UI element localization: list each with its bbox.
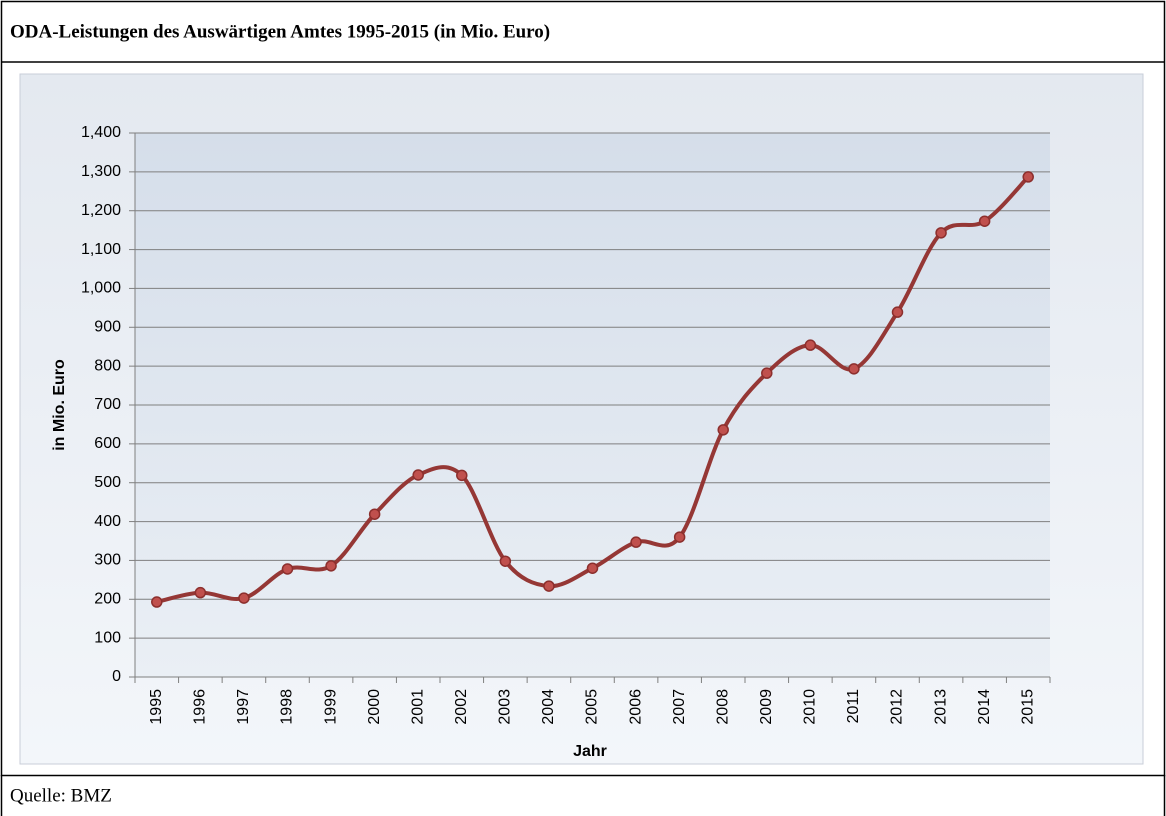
x-tick-label: 2005 (584, 689, 601, 725)
marker (978, 215, 991, 227)
marker (412, 469, 424, 481)
y-tick-label: 800 (94, 357, 121, 374)
y-tick-label: 700 (94, 396, 121, 413)
marker (630, 536, 642, 548)
y-tick-label: 1,300 (81, 163, 121, 180)
y-tick-label: 1,100 (81, 241, 121, 258)
y-axis-label: in Mio. Euro (51, 359, 68, 451)
x-tick-label: 2008 (714, 689, 731, 725)
marker (586, 562, 599, 574)
y-tick-label: 100 (94, 629, 121, 646)
x-tick-label: 2015 (1019, 689, 1036, 725)
x-tick-label: 2004 (540, 689, 557, 725)
y-tick-label: 200 (94, 591, 121, 608)
marker (238, 592, 250, 604)
x-tick-label: 1996 (192, 689, 209, 725)
x-tick-label: 1998 (279, 689, 296, 725)
marker (848, 363, 860, 375)
y-tick-label: 400 (94, 513, 121, 530)
marker (1022, 171, 1034, 183)
x-tick-label: 2011 (845, 689, 862, 724)
line (156, 175, 1030, 604)
marker (151, 596, 163, 608)
y-tick-label: 900 (94, 319, 121, 336)
marker (368, 508, 381, 520)
marker (717, 424, 729, 436)
marker (673, 531, 686, 543)
y-tick-label: 300 (94, 552, 121, 569)
x-tick-label: 2010 (802, 689, 819, 725)
x-tick-label: 1995 (148, 689, 165, 725)
y-tick-label: 0 (112, 668, 121, 685)
chart-title: ODA-Leistungen des Auswärtigen Amtes 199… (10, 21, 550, 42)
marker (456, 469, 468, 482)
marker (499, 555, 512, 567)
y-tick-label: 1,200 (81, 202, 121, 219)
y-tick-label: 600 (94, 435, 121, 452)
x-tick-label: 2009 (758, 689, 775, 725)
x-tick-label: 2001 (409, 689, 426, 725)
x-tick-label: 1999 (322, 689, 339, 725)
frame (0, 0, 1166, 777)
x-tick-label: 2006 (627, 689, 644, 725)
x-tick-label: 2014 (976, 689, 993, 725)
marker (281, 563, 294, 575)
marker (804, 339, 817, 351)
y-tick-label: 1,400 (81, 124, 121, 141)
x-tick-label: 2002 (453, 689, 470, 725)
y-tick-label: 1,000 (81, 280, 121, 297)
x-tick-label: 2000 (366, 689, 383, 725)
marker (935, 227, 947, 239)
marker (761, 367, 773, 379)
marker (194, 586, 207, 599)
x-tick-label: 2012 (889, 689, 906, 725)
x-tick-label: 2013 (932, 689, 949, 725)
marker (325, 560, 337, 572)
x-tick-label: 2007 (671, 689, 688, 725)
source: Quelle: BMZ (10, 785, 112, 806)
y-tick-label: 500 (94, 474, 121, 491)
x-tick-label: 1997 (235, 689, 252, 725)
x-axis-label: Jahr (573, 743, 607, 760)
marker (543, 580, 555, 592)
marker (891, 306, 904, 318)
x-tick-label: 2003 (497, 689, 514, 725)
